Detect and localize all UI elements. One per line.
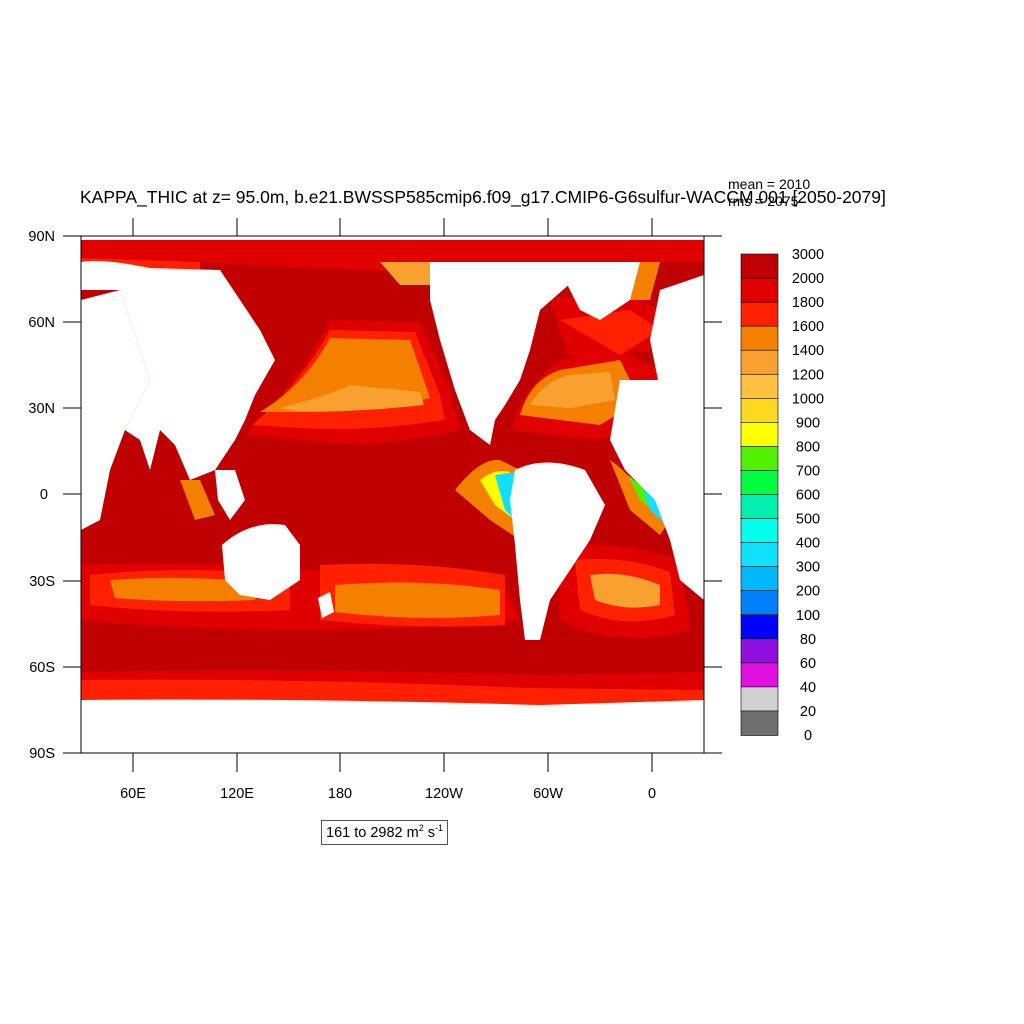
lon-label: 60W [533, 786, 563, 802]
lat-label: 0 [40, 487, 48, 503]
lat-label: 30S [29, 574, 55, 590]
colorbar-label: 300 [796, 560, 820, 576]
land-masses [81, 236, 704, 753]
lon-label: 180 [328, 786, 352, 802]
colorbar [740, 253, 779, 736]
colorbar-swatch [740, 518, 779, 544]
lon-labels: 60E 120E 180 120W 60W 0 [120, 786, 656, 802]
lon-label: 0 [648, 786, 656, 802]
colorbar-label: 20 [800, 704, 816, 720]
lat-tick-marks [63, 235, 722, 754]
stats-box: mean = 2010 rms = 2075 [728, 176, 810, 210]
colorbar-swatch [740, 422, 779, 448]
colorbar-label: 600 [796, 488, 820, 504]
colorbar-label: 1400 [792, 343, 824, 359]
lon-label: 120E [220, 786, 254, 802]
colorbar-swatch [740, 301, 779, 327]
colorbar-swatch [740, 470, 779, 496]
rms-value: rms = 2075 [728, 193, 799, 209]
colorbar-swatch [740, 614, 779, 640]
colorbar-swatch [740, 373, 779, 400]
range-label: 161 to 2982 m2 s-1 [321, 820, 449, 845]
colorbar-swatch [740, 253, 779, 279]
plot-title: KAPPA_THIC at z= 95.0m, b.e21.BWSSP585cm… [80, 187, 886, 207]
mean-value: mean = 2010 [728, 176, 811, 192]
lat-labels: 90N 60N 30N 0 30S 60S 90S [28, 229, 55, 762]
range-exp2: -1 [435, 823, 444, 833]
colorbar-label: 1200 [792, 367, 824, 383]
colorbar-swatch [740, 638, 779, 664]
colorbar-swatch [740, 325, 779, 351]
colorbar-label: 900 [796, 415, 820, 431]
lat-label: 60S [29, 660, 55, 676]
colorbar-label: 400 [796, 536, 820, 552]
colorbar-swatch [740, 542, 779, 568]
colorbar-label: 40 [800, 680, 816, 696]
lon-label: 120W [425, 786, 463, 802]
colorbar-label: 1600 [792, 319, 824, 335]
colorbar-label: 0 [804, 728, 812, 744]
colorbar-swatch [740, 710, 779, 736]
range-mid: s [423, 824, 436, 841]
lat-label: 60N [28, 315, 55, 331]
colorbar-label: 200 [796, 584, 820, 600]
colorbar-label: 700 [796, 463, 820, 479]
lat-label: 30N [28, 401, 55, 417]
colorbar-label: 3000 [792, 247, 824, 263]
colorbar-label: 100 [796, 608, 820, 624]
colorbar-swatch [740, 397, 779, 424]
colorbar-swatch [740, 349, 779, 376]
colorbar-label: 800 [796, 439, 820, 455]
colorbar-swatch [740, 686, 779, 712]
range-exp1: 2 [418, 823, 424, 833]
colorbar-swatch [740, 566, 779, 592]
colorbar-swatch [740, 446, 779, 472]
colorbar-label: 1800 [792, 295, 824, 311]
colorbar-swatch [740, 662, 779, 688]
lat-label: 90N [28, 229, 55, 245]
colorbar-label: 2000 [792, 271, 824, 287]
range-prefix: 161 to 2982 m [326, 824, 419, 841]
colorbar-label: 60 [800, 656, 816, 672]
lon-tick-marks [132, 218, 653, 772]
colorbar-label: 500 [796, 512, 820, 528]
colorbar-labels: 3000200018001600140012001000900800700600… [792, 247, 824, 744]
map-field [81, 236, 704, 753]
colorbar-swatch [740, 590, 779, 616]
colorbar-label: 80 [800, 632, 816, 648]
colorbar-swatch [740, 494, 779, 520]
colorbar-swatch [740, 277, 779, 303]
lat-label: 90S [29, 746, 55, 762]
lon-label: 60E [120, 786, 146, 802]
colorbar-label: 1000 [792, 391, 824, 407]
